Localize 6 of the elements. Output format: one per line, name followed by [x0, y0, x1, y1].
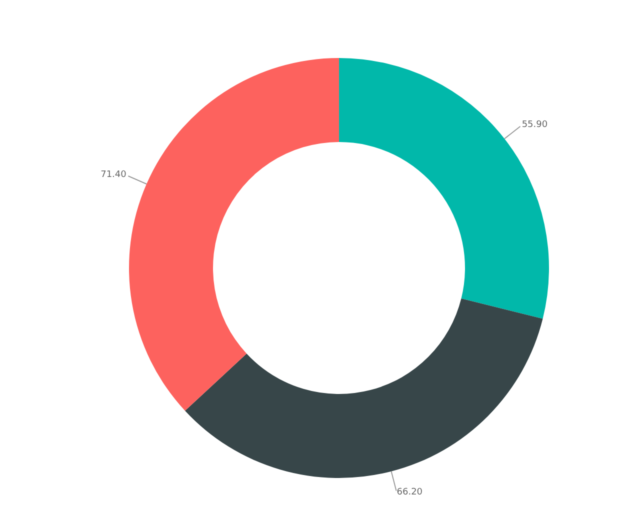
donut-slice: [129, 58, 339, 411]
data-label: 55.90: [522, 120, 548, 130]
data-label: 71.40: [100, 170, 127, 180]
data-label: 66.20: [396, 488, 423, 498]
donut-slice: [185, 298, 543, 478]
donut-slice: [339, 58, 549, 319]
